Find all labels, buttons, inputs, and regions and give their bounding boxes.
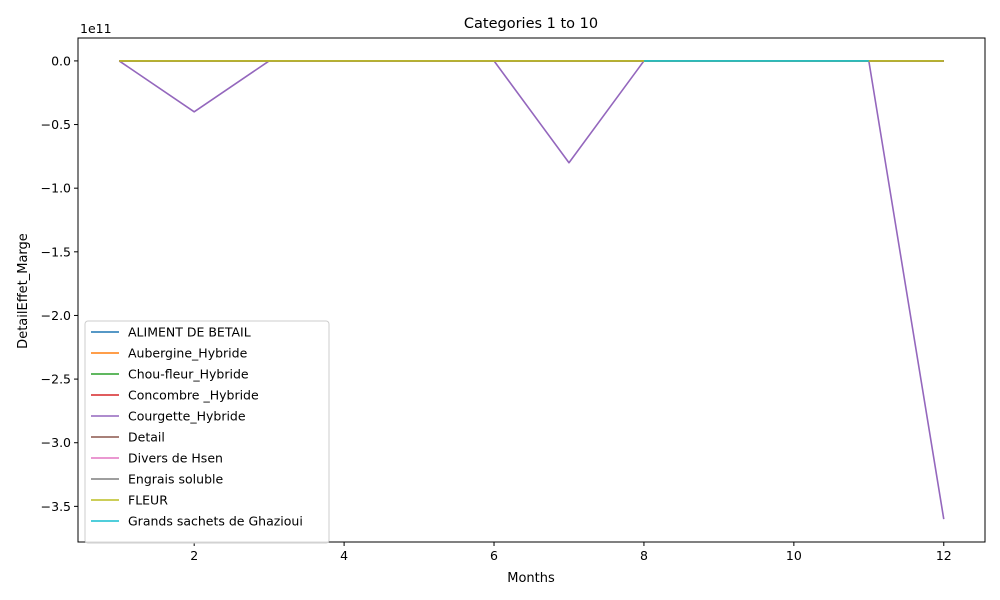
legend-label: Grands sachets de Ghazioui <box>128 514 303 529</box>
legend-box <box>84 320 330 544</box>
y-tick-label: 0.0 <box>51 53 71 68</box>
x-axis-label: Months <box>507 571 555 586</box>
y-axis-label: DetailEffet_Marge <box>16 233 31 349</box>
legend-label: FLEUR <box>128 493 168 508</box>
x-tick-label: 10 <box>786 548 802 563</box>
legend-label: Engrais soluble <box>128 472 223 487</box>
legend-label: ALIMENT DE BETAIL <box>128 325 251 340</box>
legend-label: Divers de Hsen <box>128 451 223 466</box>
x-tick-label: 12 <box>936 548 952 563</box>
y-tick-label: −3.5 <box>41 499 71 514</box>
legend-label: Courgette_Hybride <box>128 409 246 424</box>
y-tick-label: −2.0 <box>41 308 71 323</box>
axes-frame <box>77 37 986 543</box>
y-tick-label: −0.5 <box>41 117 71 132</box>
plot-area: 2 4 6 8 10 12 0.0 −0.5 −1.0 −1.5 −2.0 −2.5 −3.0 −3.5 A… <box>41 37 986 563</box>
y-tick-label: −1.0 <box>41 181 71 196</box>
legend-label: Detail <box>128 430 165 445</box>
legend-label: Concombre _Hybride <box>128 388 259 403</box>
y-axis-offset-text: 1e11 <box>80 21 112 36</box>
x-tick-label: 8 <box>640 548 648 563</box>
chart-title: Categories 1 to 10 <box>464 16 598 32</box>
y-tick-label: −1.5 <box>41 244 71 259</box>
y-tick-label: −3.0 <box>41 435 71 450</box>
y-tick-label: −2.5 <box>41 372 71 387</box>
x-tick-label: 2 <box>190 548 198 563</box>
legend-label: Chou-fleur_Hybride <box>128 367 249 382</box>
x-tick-label: 4 <box>340 548 348 563</box>
legend-label: Aubergine_Hybride <box>128 346 248 361</box>
x-tick-label: 6 <box>490 548 498 563</box>
